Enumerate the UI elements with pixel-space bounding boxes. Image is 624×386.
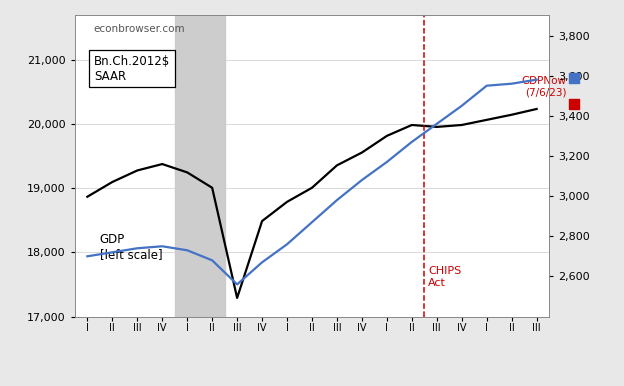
Text: GDPNow
(7/6/23): GDPNow (7/6/23) [522, 76, 567, 98]
Point [569, 74, 579, 81]
Text: econbrowser.com: econbrowser.com [94, 24, 185, 34]
Text: Bn.Ch.2012$
SAAR: Bn.Ch.2012$ SAAR [94, 54, 170, 83]
Text: CHIPS
Act: CHIPS Act [428, 266, 461, 288]
Point [569, 102, 579, 108]
Bar [175, 15, 225, 317]
Text: GDP
[left scale]: GDP [left scale] [100, 233, 162, 261]
